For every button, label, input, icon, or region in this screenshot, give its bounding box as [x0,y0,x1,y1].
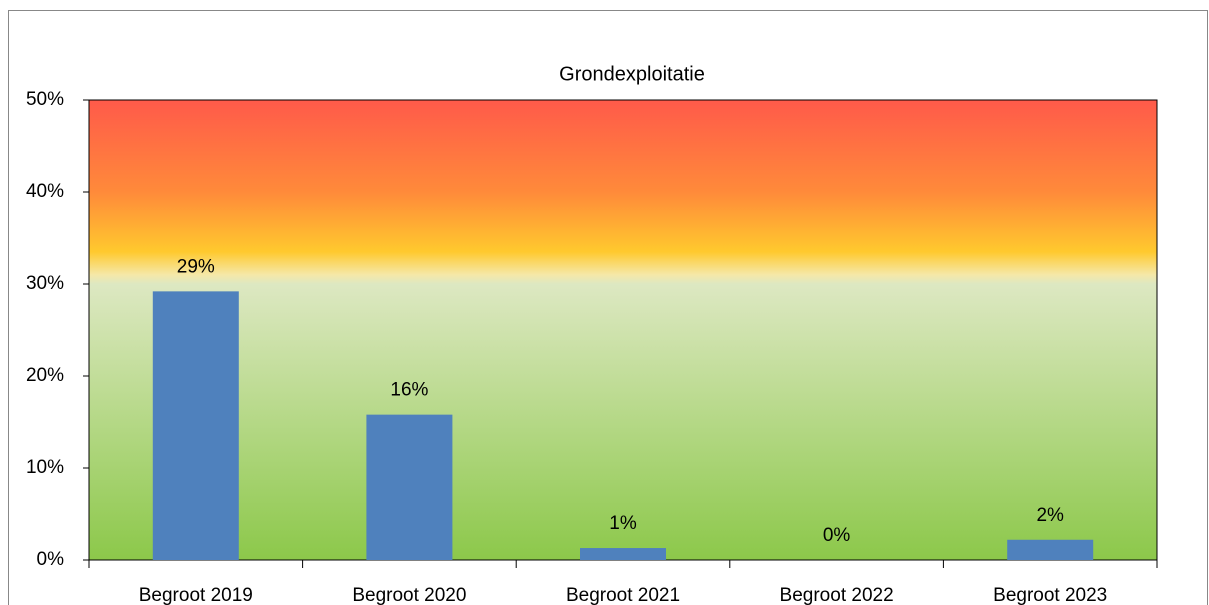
x-tick-label: Begroot 2022 [780,585,894,605]
data-label: 1% [609,513,637,534]
plot-area [88,99,1158,561]
y-tick-label: 30% [26,273,64,294]
data-label: 16% [390,380,428,401]
y-tick-label: 40% [26,181,64,202]
data-label: 2% [1036,505,1064,526]
bar [152,291,239,560]
chart-border [8,10,1208,605]
y-tick-label: 10% [26,457,64,478]
data-label: 29% [177,256,215,277]
bar [366,414,453,560]
x-tick-label: Begroot 2023 [993,585,1107,605]
bar [580,548,666,560]
x-tick-label: Begroot 2019 [139,585,253,605]
x-tick-label: Begroot 2020 [352,585,466,605]
y-tick-label: 0% [37,549,65,570]
y-tick-label: 20% [26,365,64,386]
data-label: 0% [823,525,851,546]
bar [1007,539,1094,560]
x-tick-label: Begroot 2021 [566,585,680,605]
y-tick-label: 50% [26,89,64,110]
chart-title: Grondexploitatie [559,63,705,85]
